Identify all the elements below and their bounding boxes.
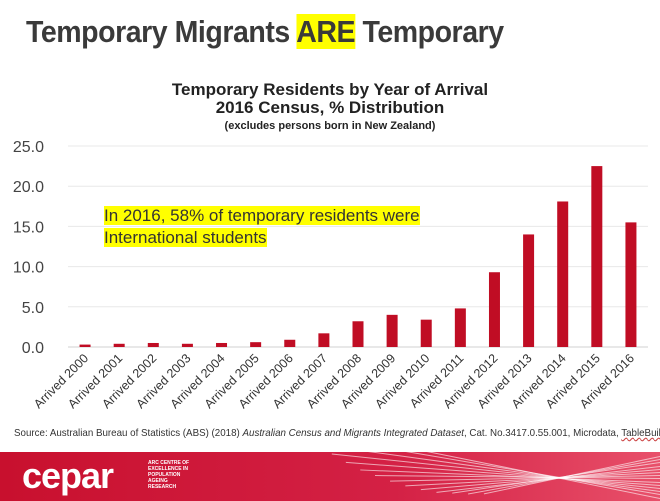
logo-sub-line: RESEARCH [148,484,177,490]
logo-sub-line: EXCELLENCE IN [148,466,189,472]
annotation-line-1: In 2016, 58% of temporary residents were [104,206,420,225]
y-tick-label: 20.0 [13,179,44,196]
bar [147,342,159,347]
bar [318,333,330,347]
y-tick-label: 5.0 [22,300,44,317]
bar [386,314,398,347]
source-pre: Source: Australian Bureau of Statistics … [14,427,243,439]
bar [557,201,569,347]
bar [79,344,91,347]
bar [591,166,603,347]
annotation: In 2016, 58% of temporary residents were… [104,205,420,249]
title-text-end: Temporary [355,14,504,49]
source-dataset: Australian Census and Migrants Integrate… [242,427,464,439]
bar [216,342,228,347]
bar [352,321,364,347]
bar [250,342,262,347]
annotation-line-2: International students [104,228,267,247]
title-text: Temporary Migrants [26,14,297,49]
y-tick-label: 15.0 [13,219,44,236]
logo-subtitle: ARC CENTRE OF EXCELLENCE IN POPULATION AGEI… [148,460,189,490]
source-mid: , Cat. No.3417.0.55.001, Microdata, [463,427,622,439]
bar [420,319,432,347]
slide-title: Temporary Migrants ARE Temporary [26,14,504,50]
bar [284,339,296,347]
cepar-logo: cepar [22,455,114,496]
logo-sub-line: POPULATION [148,472,181,478]
bar [523,234,535,347]
chart-title: Temporary Residents by Year of Arrival [171,80,489,99]
source-link[interactable]: TableBuilder [621,427,660,439]
bar [454,308,466,347]
footer-banner: cepar ARC CENTRE OF EXCELLENCE IN POPULATI… [0,452,660,501]
logo-sub-line: ARC CENTRE OF [148,460,190,466]
source-citation: Source: Australian Bureau of Statistics … [14,427,660,439]
y-tick-label: 0.0 [22,340,44,357]
chart-subtitle: 2016 Census, % Distribution [215,98,445,117]
y-tick-label: 25.0 [13,139,44,156]
bar [488,272,500,347]
chart-note: (excludes persons born in New Zealand) [224,120,436,132]
title-highlight: ARE [296,14,356,49]
logo-sub-line: AGEING [148,478,168,484]
bar [113,343,125,347]
bar [625,222,637,347]
bar [181,343,193,347]
y-tick-label: 10.0 [13,260,44,277]
